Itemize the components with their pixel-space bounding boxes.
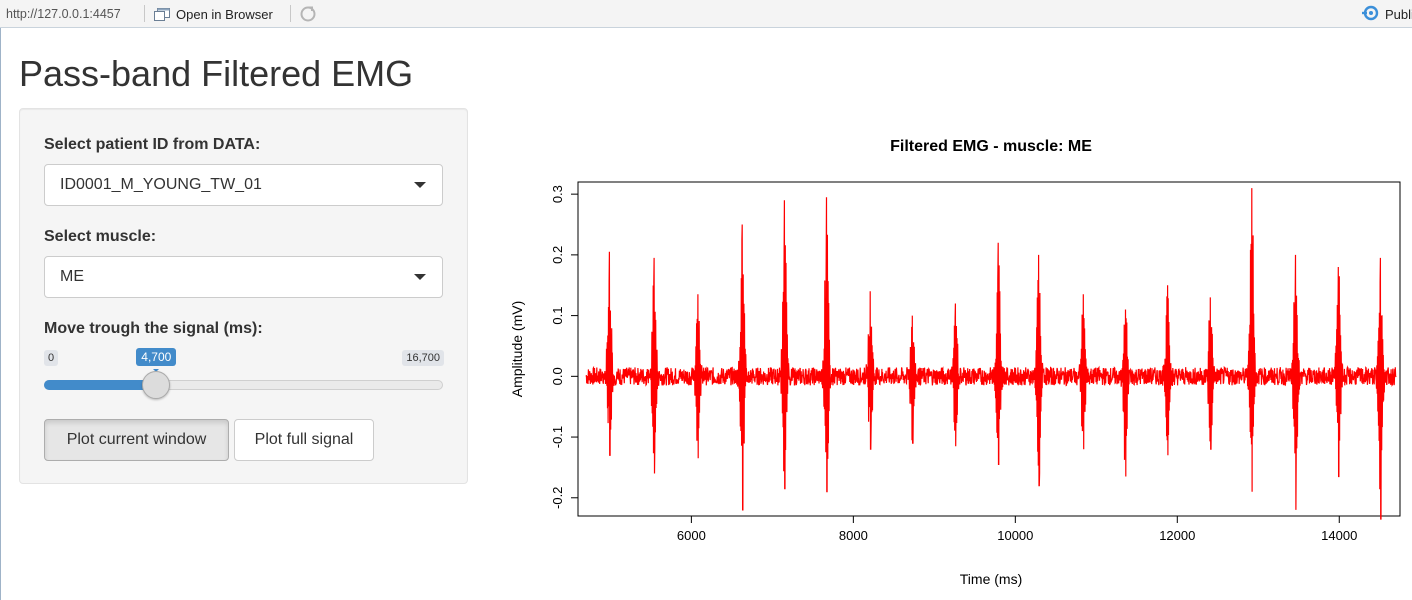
browser-window-icon — [154, 7, 170, 21]
window-edge — [0, 28, 1, 600]
muscle-select-label: Select muscle: — [44, 228, 157, 245]
muscle-select[interactable]: ME — [44, 256, 443, 298]
chevron-down-icon — [414, 274, 426, 280]
open-in-browser-label: Open in Browser — [176, 6, 273, 22]
slider-fill — [44, 380, 157, 390]
x-tick-label: 10000 — [997, 528, 1033, 543]
x-tick-label: 8000 — [839, 528, 868, 543]
slider-value-label: 4,700 — [136, 348, 177, 372]
plot-frame — [577, 181, 1401, 517]
chevron-down-icon — [414, 182, 426, 188]
emg-plot: Filtered EMG - muscle: ME 6000 8000 10000 1… — [509, 138, 1401, 587]
y-tick-label: 0.0 — [550, 367, 565, 385]
x-axis-label: Time (ms) — [960, 571, 1022, 587]
y-tick-label: 0.3 — [550, 185, 565, 203]
sidebar-panel: Select patient ID from DATA: ID0001_M_YO… — [19, 108, 468, 484]
slider-max-label: 16,700 — [402, 350, 444, 366]
x-tick-label: 14000 — [1321, 528, 1357, 543]
x-axis: 6000 8000 10000 12000 14000 — [677, 516, 1357, 543]
y-tick-label: -0.2 — [550, 487, 565, 509]
y-axis: -0.2 -0.1 0.0 0.1 0.2 0.3 — [550, 185, 578, 509]
slider-label: Move trough the signal (ms): — [44, 320, 263, 337]
publish-label: Publi — [1385, 7, 1412, 22]
patient-select-value: ID0001_M_YOUNG_TW_01 — [60, 176, 262, 193]
plot-full-signal-button[interactable]: Plot full signal — [234, 419, 374, 461]
y-axis-label: Amplitude (mV) — [509, 301, 525, 397]
y-tick-label: 0.2 — [550, 246, 565, 264]
slider-min-label: 0 — [44, 350, 59, 366]
refresh-icon[interactable] — [299, 5, 317, 26]
time-slider[interactable]: 0 16,700 4,700 — [44, 346, 444, 406]
toolbar-divider — [144, 5, 145, 22]
x-tick-label: 6000 — [677, 528, 706, 543]
publish-icon — [1362, 5, 1380, 24]
slider-handle[interactable] — [142, 371, 171, 399]
plot-current-window-button[interactable]: Plot current window — [44, 419, 229, 461]
y-tick-label: 0.1 — [550, 307, 565, 325]
open-in-browser-button[interactable]: Open in Browser — [154, 5, 273, 23]
publish-button[interactable]: Publi — [1362, 5, 1412, 24]
y-tick-label: -0.1 — [550, 426, 565, 448]
emg-signal-line — [585, 188, 1397, 520]
viewer-toolbar: http://127.0.0.1:4457 Open in Browser Pu… — [0, 0, 1412, 28]
patient-select-label: Select patient ID from DATA: — [44, 136, 261, 153]
toolbar-divider — [290, 5, 291, 22]
muscle-select-value: ME — [60, 268, 84, 285]
viewer-url[interactable]: http://127.0.0.1:4457 — [6, 7, 121, 21]
page-title: Pass-band Filtered EMG — [19, 53, 414, 94]
patient-select[interactable]: ID0001_M_YOUNG_TW_01 — [44, 164, 443, 206]
plot-title: Filtered EMG - muscle: ME — [890, 138, 1092, 155]
x-tick-label: 12000 — [1159, 528, 1195, 543]
